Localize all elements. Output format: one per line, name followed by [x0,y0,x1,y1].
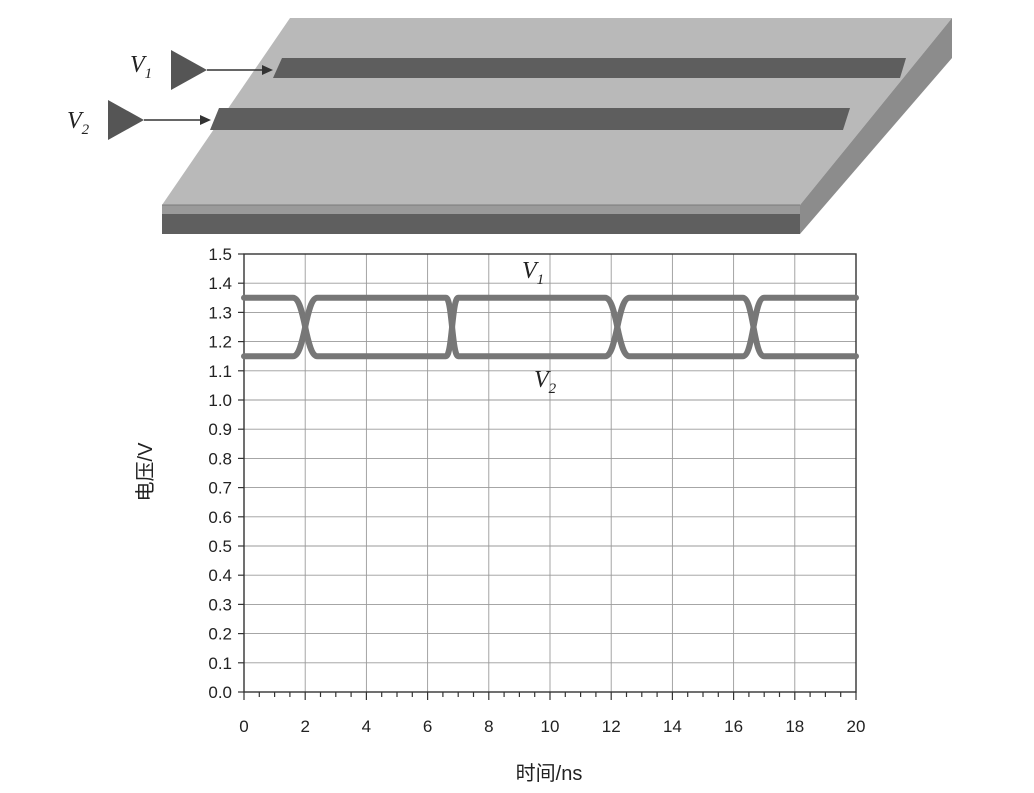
series-label-v1: V1 [522,258,544,288]
voltage-chart: 0.0 0.1 0.2 0.3 0.4 0.5 0.6 0.7 0.8 0.9 1.0 1.1 1.2 1… [134,245,865,785]
series-layer [241,294,859,360]
y-axis-title: 电压/V [134,442,157,502]
y-tick-label: 0.2 [208,625,232,644]
chart-grid [243,253,857,693]
driver-1-arrowhead [262,65,273,75]
series-v1-line [241,294,859,360]
x-tick-label: 20 [847,717,866,736]
y-tick-label: 1.0 [208,391,232,410]
x-axis-title: 时间/ns [516,762,583,785]
x-tick-label: 8 [484,717,493,736]
y-tick-label: 0.7 [208,479,232,498]
driver-2-label: V2 [67,108,90,138]
y-tick-label: 1.2 [208,333,232,352]
y-tick-label: 1.1 [208,362,232,381]
x-tick-label: 14 [663,717,682,736]
x-tick-label: 0 [239,717,248,736]
y-tick-label: 1.4 [208,274,232,293]
y-tick-label: 0.5 [208,537,232,556]
driver-1-label: V1 [130,52,152,82]
series-label-v2: V2 [534,367,557,397]
y-tick-label: 0.4 [208,566,232,585]
y-tick-label: 0.9 [208,420,232,439]
axis-ticks [238,253,857,700]
driver-2-arrowhead [200,115,211,125]
y-tick-label: 0.0 [208,683,232,702]
y-tick-label: 0.6 [208,508,232,527]
y-tick-label: 0.1 [208,654,232,673]
y-tick-label: 0.3 [208,595,232,614]
x-tick-label: 10 [541,717,560,736]
x-tick-label: 2 [300,717,309,736]
trace-1 [273,58,906,78]
trace-2 [210,108,850,130]
x-tick-label: 4 [362,717,371,736]
series-v2-line [241,294,859,360]
board-ground-plane [162,214,800,234]
board-illustration: V1 V2 [67,18,952,234]
x-tick-label: 6 [423,717,432,736]
y-tick-label: 1.5 [208,245,232,264]
driver-2-triangle [108,100,144,140]
x-tick-label: 16 [724,717,743,736]
driver-1-triangle [171,50,207,90]
y-tick-label: 1.3 [208,303,232,322]
axis-tick-labels: 0.0 0.1 0.2 0.3 0.4 0.5 0.6 0.7 0.8 0.9 1.0 1.1 1.2 1… [208,245,865,736]
x-tick-label: 12 [602,717,621,736]
x-tick-label: 18 [785,717,804,736]
y-tick-label: 0.8 [208,449,232,468]
board-side-face [800,18,952,234]
